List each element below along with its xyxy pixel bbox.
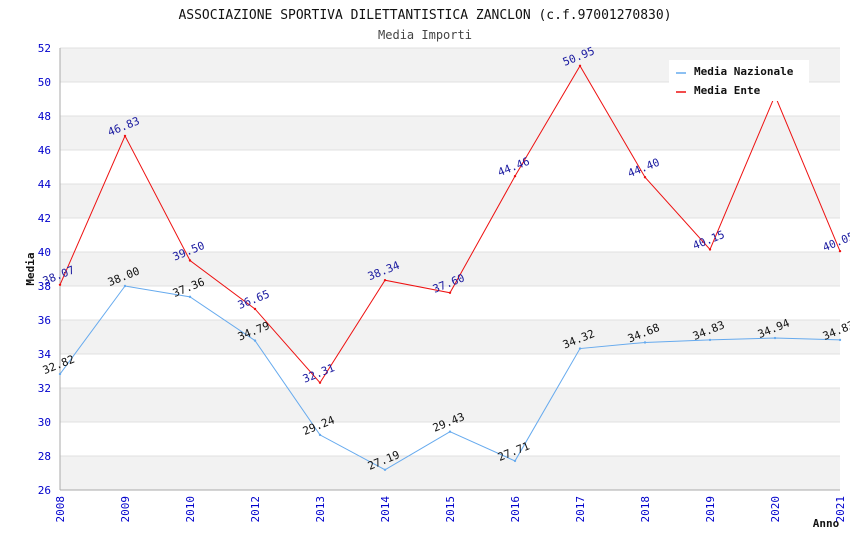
legend-box	[669, 60, 809, 101]
grid-band	[60, 184, 840, 218]
x-tick-label: 2016	[509, 496, 522, 523]
x-tick-label: 2013	[314, 496, 327, 523]
y-tick-label: 36	[38, 314, 51, 327]
data-point	[708, 248, 712, 251]
data-label: 32.31	[301, 361, 337, 385]
data-point	[383, 279, 387, 282]
grid-band	[60, 116, 840, 150]
x-tick-label: 2020	[769, 496, 782, 523]
y-tick-label: 48	[38, 110, 51, 123]
data-point	[58, 283, 62, 287]
y-tick-label: 28	[38, 450, 51, 463]
data-point	[383, 468, 387, 471]
legend-label-media-nazionale: Media Nazionale	[694, 65, 794, 78]
x-tick-label: 2012	[249, 496, 262, 523]
y-tick-label: 50	[38, 76, 51, 89]
x-tick-label: 2014	[379, 496, 392, 523]
y-tick-label: 40	[38, 246, 51, 259]
data-point	[448, 291, 452, 294]
y-tick-label: 52	[38, 42, 51, 55]
data-point	[448, 430, 452, 433]
grid-band	[60, 320, 840, 354]
x-axis-label: Anno	[813, 517, 840, 530]
grid-band	[60, 252, 840, 286]
y-tick-label: 46	[38, 144, 51, 157]
series-line-media-nazionale	[59, 285, 841, 471]
data-label: 44.40	[626, 156, 662, 180]
data-point	[188, 259, 192, 262]
data-point	[188, 295, 192, 299]
data-label: 40.05	[821, 230, 850, 254]
y-axis-label: Media	[24, 252, 37, 285]
y-tick-label: 32	[38, 382, 51, 395]
x-tick-label: 2018	[639, 496, 652, 523]
x-tick-label: 2019	[704, 496, 717, 523]
data-point	[708, 338, 712, 342]
data-point	[253, 307, 257, 311]
y-tick-label: 34	[38, 348, 52, 361]
grid-band	[60, 456, 840, 490]
x-tick-labels: 2008 2009 2010 2012 2013 2014 2015 2016 2017 2018…	[54, 496, 847, 523]
x-tick-label: 2010	[184, 496, 197, 523]
data-point	[838, 249, 842, 253]
grid-band	[60, 388, 840, 422]
data-point	[513, 459, 517, 463]
x-tick-label: 2008	[54, 496, 67, 523]
data-point	[643, 341, 647, 344]
y-tick-label: 42	[38, 212, 51, 225]
x-tick-label: 2017	[574, 496, 587, 523]
data-label: 40.15	[691, 228, 727, 252]
data-point	[578, 347, 582, 350]
x-tick-label: 2015	[444, 496, 457, 523]
x-tick-label: 2021	[834, 496, 847, 523]
data-point	[513, 174, 517, 178]
data-point	[578, 64, 582, 68]
data-point	[318, 433, 322, 437]
x-tick-label: 2009	[119, 496, 132, 523]
data-label: 44.46	[496, 155, 532, 179]
data-point	[58, 372, 62, 376]
chart-title: ASSOCIAZIONE SPORTIVA DILETTANTISTICA ZA…	[178, 8, 671, 23]
data-point	[253, 339, 257, 342]
data-point	[123, 134, 127, 138]
chart-subtitle: Media Importi	[378, 28, 472, 42]
data-point	[838, 338, 842, 342]
y-tick-labels: 26 28 30 32 34 36 38 40 42 44 46 48 50 52	[38, 42, 52, 497]
grid-bands	[60, 48, 840, 490]
y-tick-label: 30	[38, 416, 51, 429]
data-point	[318, 381, 322, 384]
y-tick-label: 38	[38, 280, 51, 293]
legend-label-media-ente: Media Ente	[694, 84, 761, 97]
legend: Media Nazionale Media Ente	[669, 60, 809, 101]
y-tick-label: 44	[38, 178, 52, 191]
data-point	[123, 284, 127, 288]
data-point	[643, 176, 647, 179]
data-point	[773, 336, 777, 340]
y-tick-label: 26	[38, 484, 51, 497]
